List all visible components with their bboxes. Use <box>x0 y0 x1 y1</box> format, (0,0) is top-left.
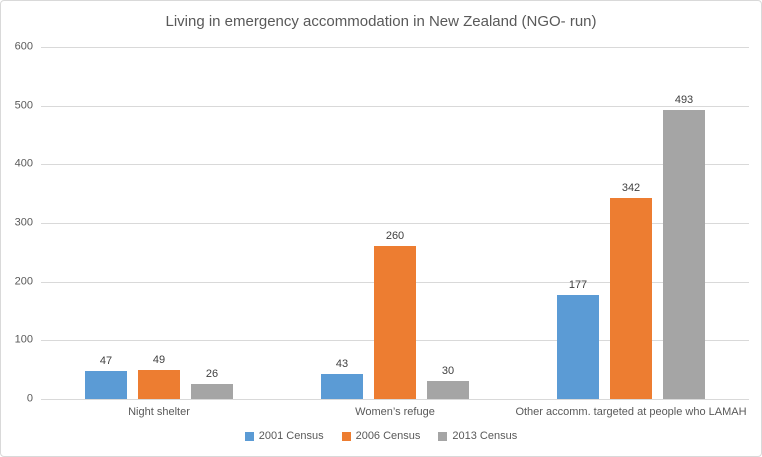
y-axis-tick-label: 300 <box>14 216 33 229</box>
gridline <box>41 164 749 166</box>
bar: 47 <box>85 356 127 399</box>
bar-value-label: 43 <box>335 357 349 370</box>
x-axis-category-label: Night shelter <box>128 406 190 418</box>
legend-item: 2013 Census <box>438 430 517 442</box>
legend-label: 2013 Census <box>452 430 518 442</box>
y-axis-tick-label: 200 <box>14 275 33 288</box>
y-axis-tick-label: 400 <box>14 157 33 170</box>
category-group: 47 49 26 <box>41 47 277 399</box>
bar: 260 <box>374 231 416 399</box>
legend-color-swatch <box>438 431 448 441</box>
bar: 26 <box>191 368 233 399</box>
legend-label: 2006 Census <box>355 430 421 442</box>
y-axis-tick-label: 600 <box>14 40 33 53</box>
bar: 342 <box>610 183 652 399</box>
gridline <box>41 223 749 224</box>
y-axis-tick-label: 0 <box>26 392 33 405</box>
bar-value-label: 30 <box>441 365 455 378</box>
bar: 30 <box>427 366 469 399</box>
y-axis-tick-label: 500 <box>14 99 33 112</box>
bar-value-label: 26 <box>205 367 219 380</box>
bar-value-label: 47 <box>99 355 113 368</box>
x-axis-category-label: Other accomm. targeted at people who LAM… <box>515 406 747 418</box>
bar: 177 <box>557 280 599 399</box>
plot-area: 0 100 200 300 400 500 600 47 49 26 Night shelter 43… <box>15 41 749 418</box>
bar-value-label: 342 <box>621 182 641 195</box>
legend-color-swatch <box>244 431 254 441</box>
gridline <box>41 105 749 107</box>
bar: 43 <box>321 358 363 399</box>
bar: 49 <box>138 355 180 399</box>
bar: 493 <box>663 94 705 399</box>
category-group: 43 260 30 <box>277 47 513 399</box>
bar-value-label: 260 <box>385 230 405 243</box>
chart-title: Living in emergency accommodation in New… <box>165 13 597 30</box>
legend-label: 2001 Census <box>258 430 324 442</box>
legend: 2001 Census 2006 Census 2013 Census <box>1 430 761 442</box>
y-axis-tick-label: 100 <box>14 333 33 346</box>
category-group: 177 342 493 <box>513 47 749 399</box>
legend-item: 2006 Census <box>341 430 421 442</box>
gridline <box>41 47 749 48</box>
legend-color-swatch <box>341 431 351 441</box>
bar-value-label: 177 <box>568 279 588 292</box>
bar-value-label: 49 <box>152 354 166 367</box>
x-axis-category-label: Women’s refuge <box>355 406 435 418</box>
bar-value-label: 493 <box>674 93 694 106</box>
legend-item: 2001 Census <box>244 430 324 442</box>
x-axis-line <box>41 399 749 400</box>
